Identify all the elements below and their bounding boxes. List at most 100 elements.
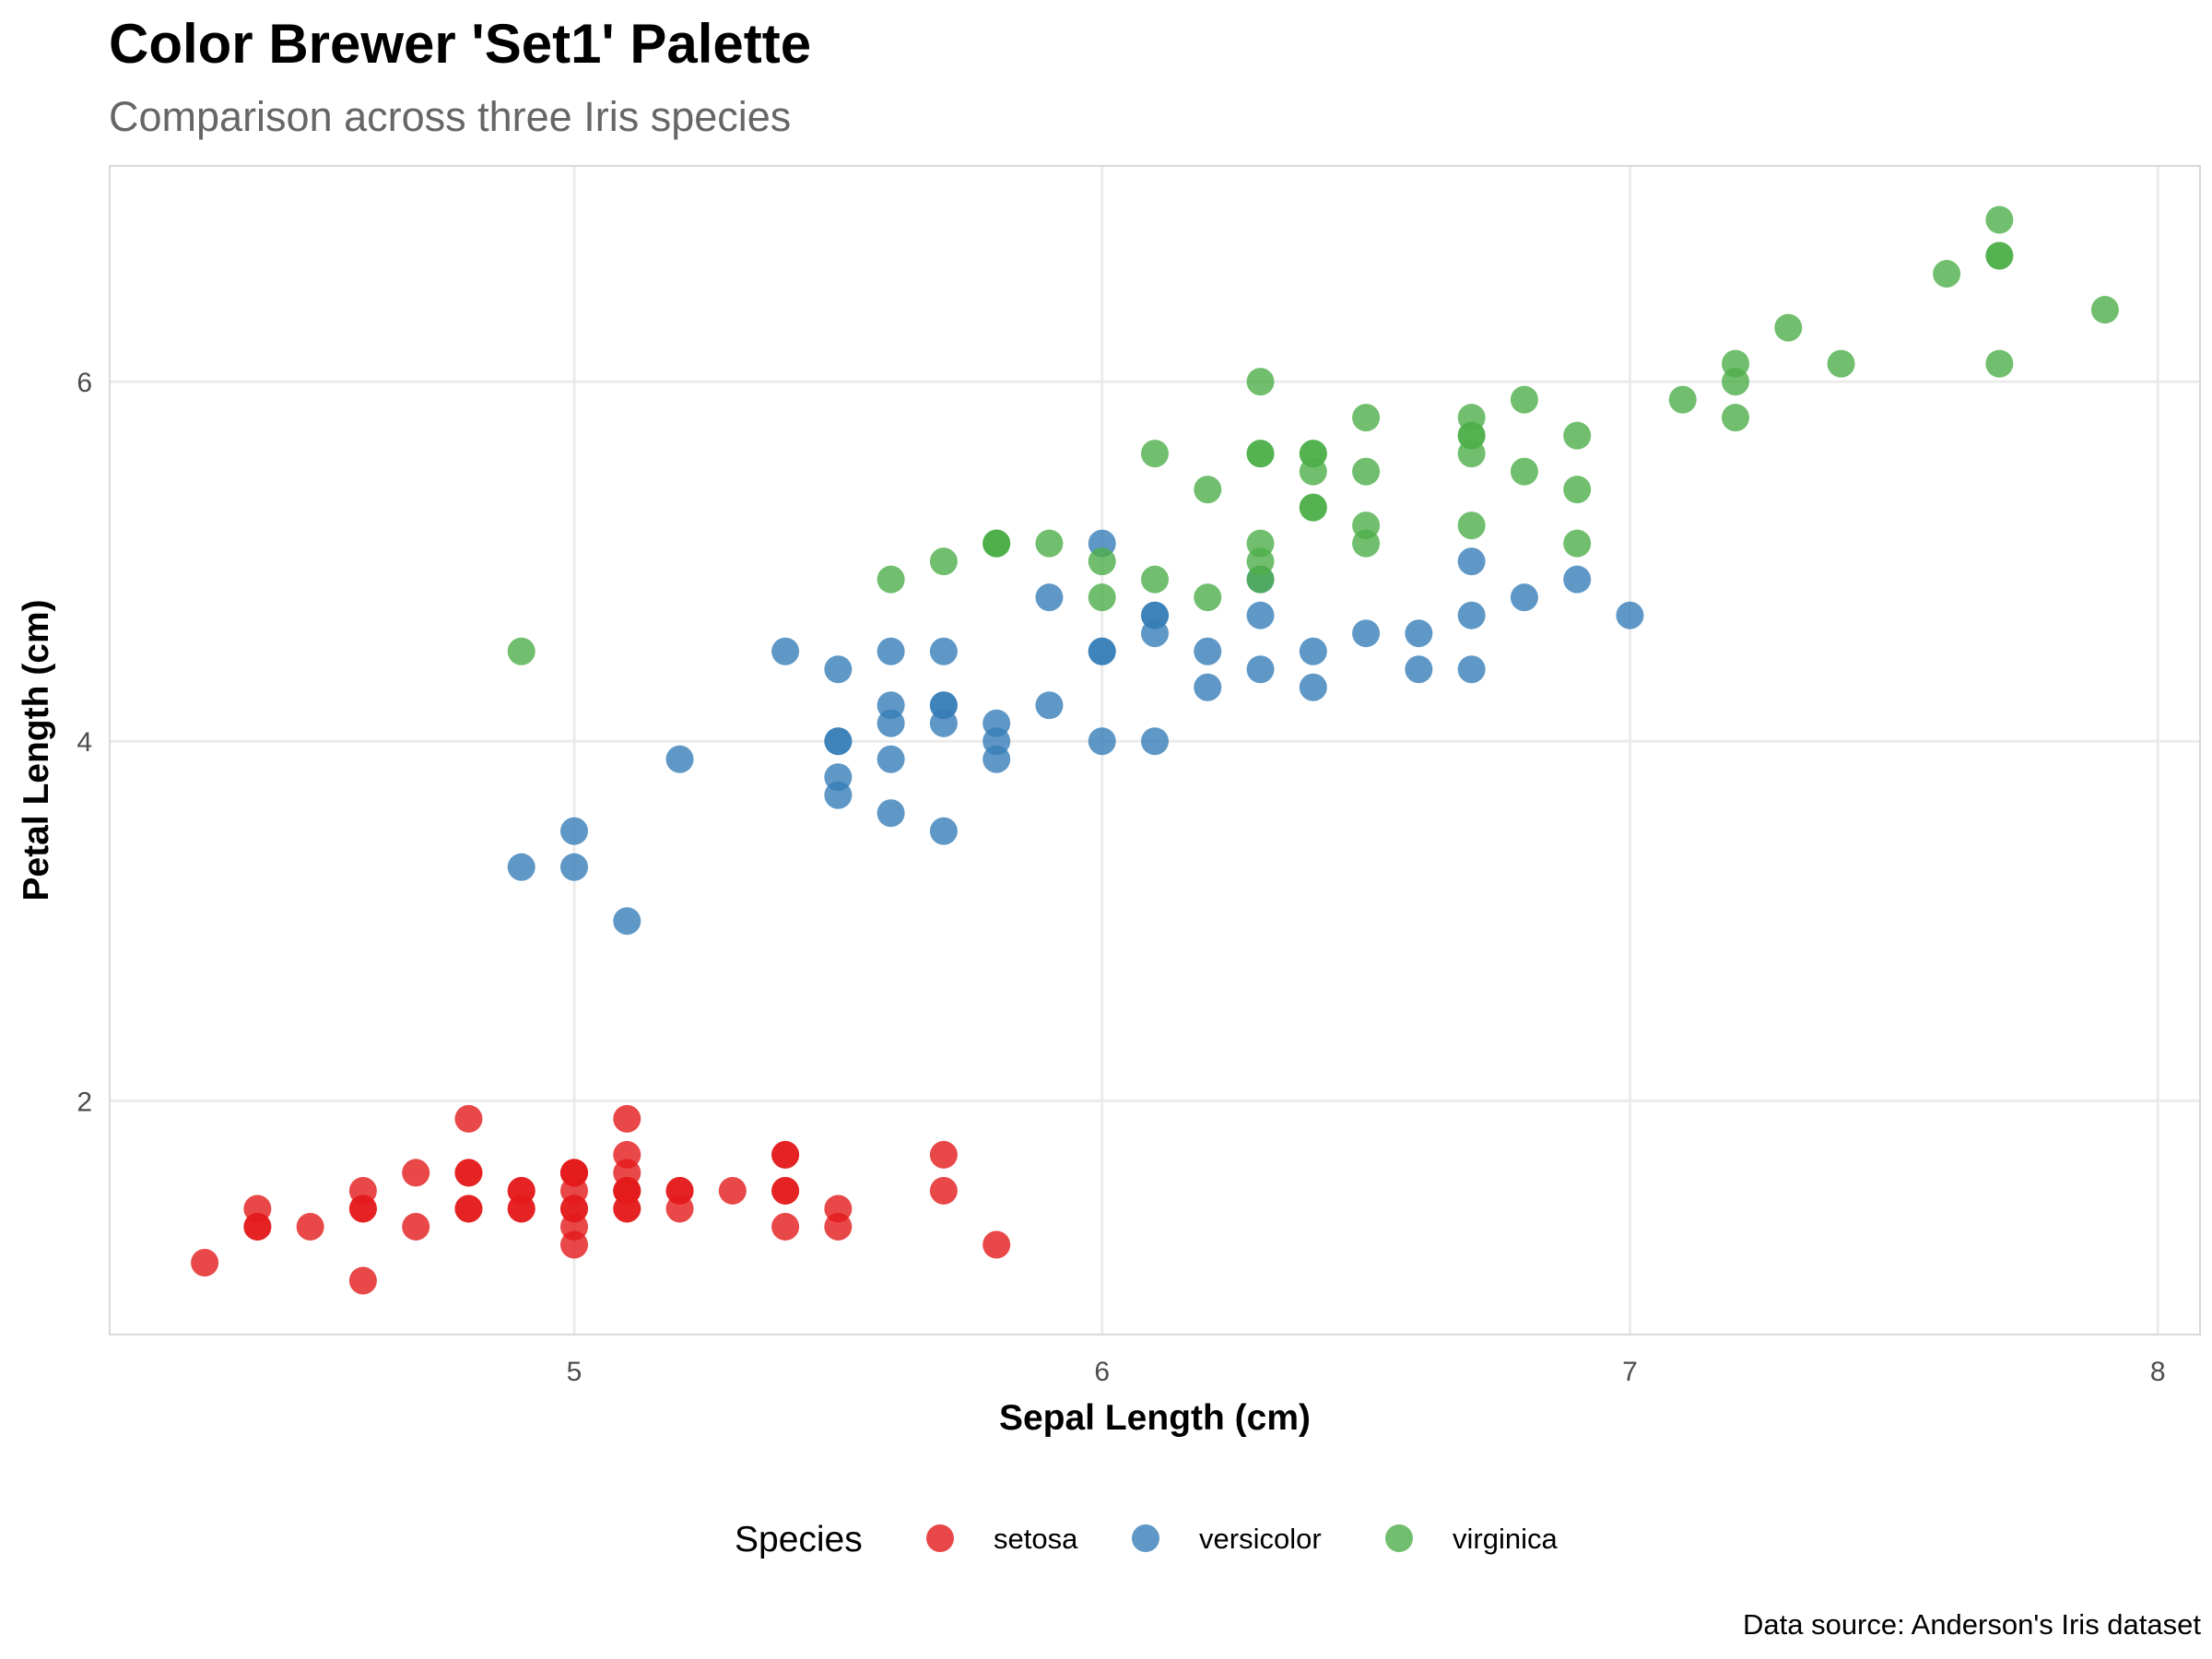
point-virginica [1722, 404, 1749, 432]
point-versicolor [1035, 691, 1064, 720]
x-tick-label: 8 [2150, 1357, 2166, 1387]
legend-label-setosa: setosa [994, 1523, 1078, 1555]
point-virginica [1088, 547, 1116, 576]
y-tick-label: 6 [76, 368, 92, 398]
point-setosa [824, 1212, 853, 1241]
chart-caption: Data source: Anderson's Iris dataset [1743, 1608, 2201, 1641]
point-setosa [982, 1230, 1011, 1259]
point-setosa [296, 1212, 324, 1241]
point-virginica [1933, 260, 1961, 288]
legend-key-versicolor [1132, 1524, 1159, 1552]
point-virginica [1246, 440, 1275, 468]
point-virginica [1457, 421, 1486, 450]
point-setosa [191, 1248, 219, 1277]
x-tick-label: 6 [1094, 1357, 1110, 1387]
point-virginica [1246, 368, 1275, 396]
point-versicolor [877, 745, 905, 773]
point-virginica [1035, 529, 1064, 558]
point-versicolor [1246, 655, 1275, 684]
point-versicolor [877, 799, 905, 828]
point-versicolor [665, 745, 694, 773]
point-versicolor [824, 727, 853, 756]
point-virginica [929, 547, 958, 576]
point-virginica [1194, 583, 1222, 612]
y-tick-label: 2 [76, 1087, 92, 1117]
point-versicolor [1088, 727, 1116, 756]
point-versicolor [560, 853, 588, 881]
point-versicolor [613, 907, 641, 935]
point-setosa [560, 1159, 588, 1187]
point-versicolor [1194, 673, 1222, 701]
point-versicolor [1035, 583, 1064, 612]
legend-label-versicolor: versicolor [1199, 1523, 1322, 1555]
point-setosa [929, 1140, 958, 1169]
point-setosa [348, 1194, 377, 1223]
point-versicolor [877, 637, 905, 665]
point-setosa [771, 1212, 800, 1241]
legend-key-virginica [1385, 1524, 1413, 1552]
point-versicolor [929, 817, 958, 845]
point-setosa [454, 1104, 483, 1133]
data-points [191, 206, 2119, 1295]
point-virginica [1510, 385, 1538, 414]
point-versicolor [560, 817, 588, 845]
point-versicolor [1457, 655, 1486, 684]
point-versicolor [1141, 727, 1169, 756]
axis-ticks: 5 6 7 8 2 4 6 [76, 368, 2165, 1387]
point-virginica [1088, 583, 1116, 612]
point-setosa [560, 1194, 588, 1223]
point-setosa [613, 1159, 641, 1187]
point-virginica [1985, 349, 2014, 378]
point-versicolor [1405, 619, 1433, 648]
point-virginica [1299, 493, 1327, 522]
point-versicolor [1352, 619, 1381, 648]
point-versicolor [824, 781, 853, 809]
point-versicolor [1299, 673, 1327, 701]
point-virginica [1141, 440, 1169, 468]
legend: Species setosa versicolor virginica [735, 1520, 1558, 1559]
point-setosa [718, 1176, 747, 1205]
point-versicolor [1141, 619, 1169, 648]
point-virginica [1563, 476, 1592, 504]
point-virginica [1352, 404, 1381, 432]
chart-subtitle: Comparison across three Iris species [109, 93, 791, 140]
point-virginica [1774, 313, 1803, 342]
point-versicolor [824, 655, 853, 684]
point-virginica [507, 637, 535, 665]
point-setosa [665, 1176, 694, 1205]
point-virginica [1299, 457, 1327, 486]
point-versicolor [929, 637, 958, 665]
point-virginica [1352, 512, 1381, 540]
point-virginica [1563, 421, 1592, 450]
point-versicolor [1088, 637, 1116, 665]
point-virginica [1722, 368, 1749, 396]
x-tick-label: 5 [567, 1357, 582, 1387]
y-tick-label: 4 [76, 727, 92, 758]
point-virginica [1985, 206, 2014, 234]
point-setosa [454, 1194, 483, 1223]
x-axis-title: Sepal Length (cm) [999, 1398, 1311, 1438]
point-versicolor [982, 727, 1011, 756]
legend-items: setosa versicolor virginica [926, 1523, 1558, 1555]
point-virginica [1563, 529, 1592, 558]
point-versicolor [1194, 637, 1222, 665]
point-virginica [1668, 385, 1697, 414]
point-setosa [402, 1159, 430, 1187]
point-versicolor [1616, 601, 1644, 629]
legend-label-virginica: virginica [1453, 1523, 1558, 1555]
point-virginica [2090, 296, 2119, 324]
point-virginica [877, 565, 905, 594]
point-setosa [454, 1159, 483, 1187]
point-setosa [243, 1212, 272, 1241]
point-versicolor [929, 709, 958, 737]
point-virginica [1352, 457, 1381, 486]
plot-panel-border [109, 165, 2201, 1335]
point-versicolor [1510, 583, 1538, 612]
point-versicolor [1246, 601, 1275, 629]
point-versicolor [1457, 547, 1486, 576]
point-versicolor [771, 637, 800, 665]
point-setosa [771, 1176, 800, 1205]
chart-title: Color Brewer 'Set1' Palette [109, 13, 811, 75]
x-tick-label: 7 [1622, 1357, 1638, 1387]
